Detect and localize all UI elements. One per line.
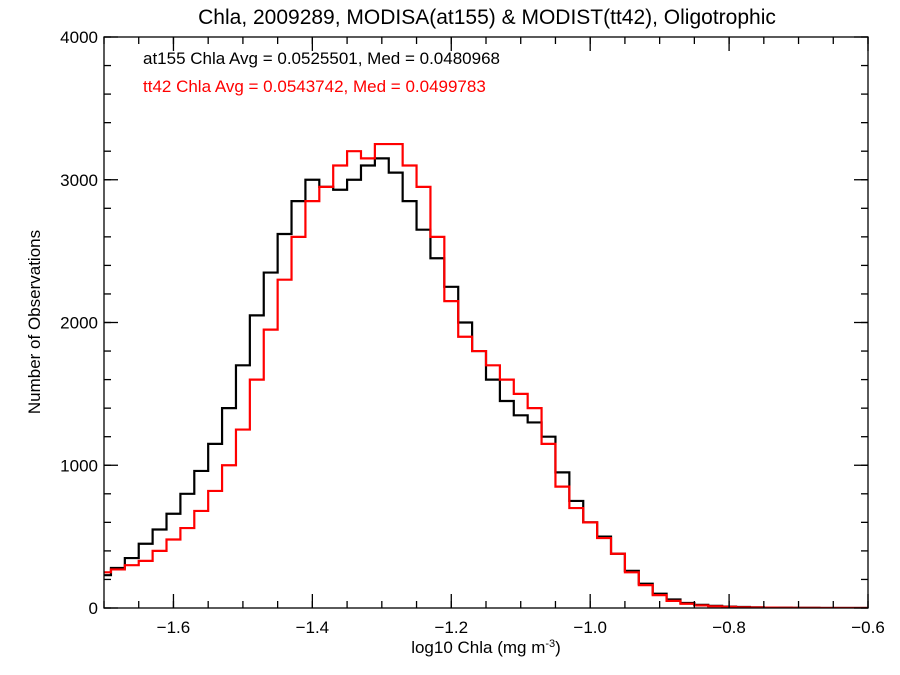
x-axis-label-main: log10 Chla (mg m: [411, 638, 545, 657]
y-tick-label: 4000: [60, 28, 98, 47]
annotation-tt42: tt42 Chla Avg = 0.0543742, Med = 0.04997…: [143, 77, 486, 96]
x-tick-label: −0.8: [712, 618, 746, 637]
annotation-at155: at155 Chla Avg = 0.0525501, Med = 0.0480…: [143, 49, 500, 68]
plot-frame: [103, 36, 869, 609]
y-tick-label: 3000: [60, 171, 98, 190]
chart-title: Chla, 2009289, MODISA(at155) & MODIST(tt…: [198, 6, 776, 29]
series-layer: [104, 142, 868, 608]
x-axis-label: log10 Chla (mg m-3): [411, 638, 561, 657]
x-axis-label-sup: -3: [545, 638, 555, 650]
x-tick-label: −0.6: [851, 618, 885, 637]
series-line-at155: [104, 157, 868, 608]
x-tick-label: −1.4: [296, 618, 330, 637]
x-tick-label: −1.2: [434, 618, 468, 637]
x-tick-label: −1.6: [157, 618, 191, 637]
y-tick-label: 1000: [60, 456, 98, 475]
tick-layer: −1.6 −1.4 −1.2 −1.0 −0.8 −0.6 0 1000 2000 3000 400…: [60, 28, 885, 637]
x-tick-label: −1.0: [573, 618, 607, 637]
series-line-tt42: [104, 142, 868, 608]
x-axis-label-tail: ): [555, 638, 561, 657]
y-axis-label: Number of Observations: [25, 230, 44, 414]
y-tick-label: 0: [89, 599, 98, 618]
y-tick-label: 2000: [60, 314, 98, 333]
